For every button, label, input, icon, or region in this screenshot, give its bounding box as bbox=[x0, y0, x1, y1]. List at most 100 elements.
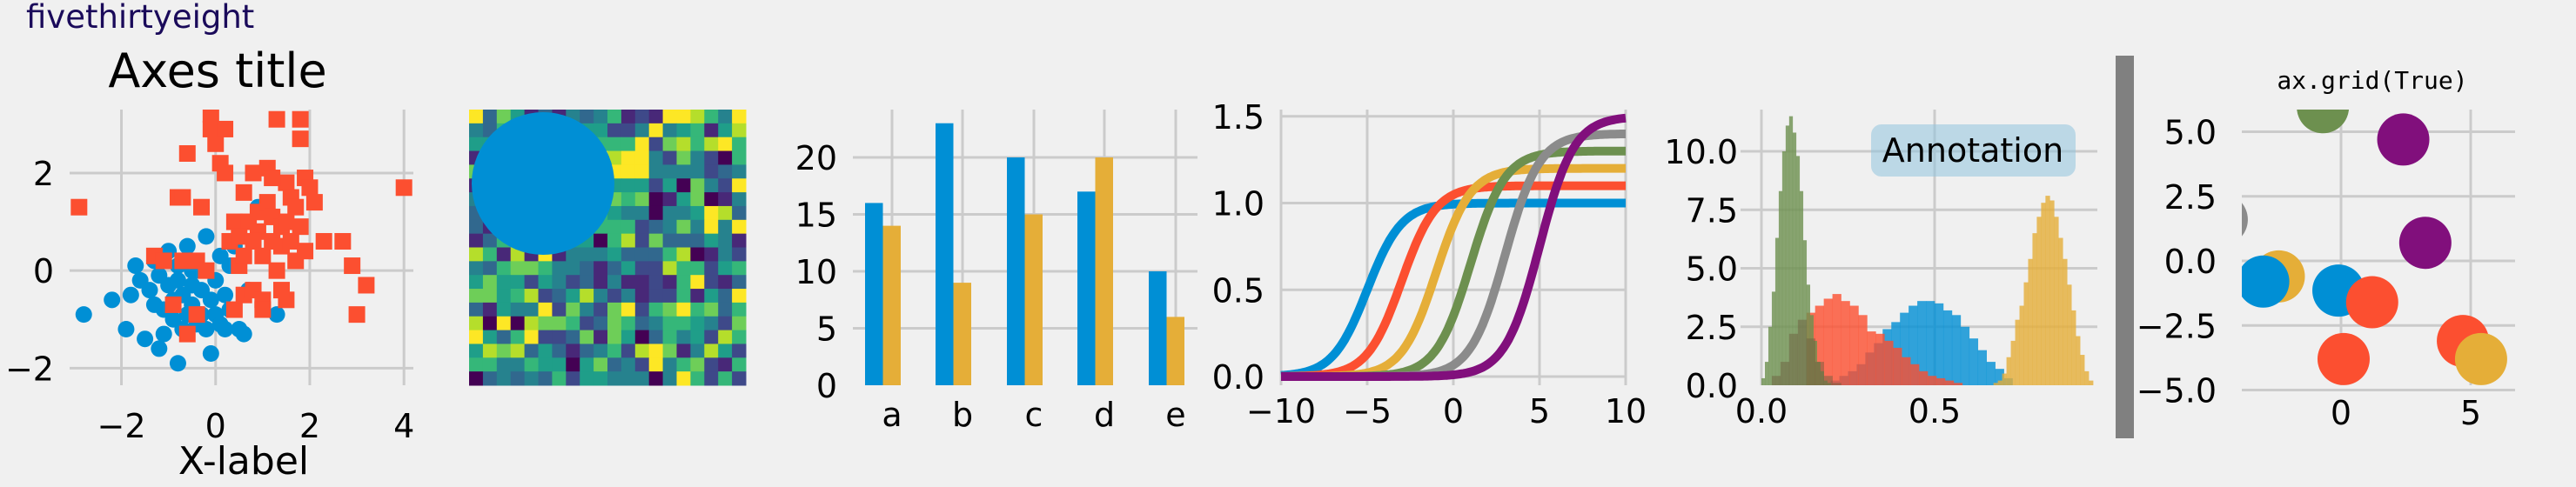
heatmap-cell bbox=[732, 371, 747, 386]
heatmap-cell bbox=[580, 344, 594, 358]
square-marker bbox=[258, 194, 276, 211]
heatmap-cell bbox=[648, 316, 664, 331]
heatmap-cell bbox=[676, 150, 691, 165]
heatmap-cell bbox=[634, 316, 650, 331]
circle-marker bbox=[127, 257, 144, 275]
x-tick-label: −2 bbox=[97, 407, 146, 445]
heatmap-cell bbox=[704, 233, 719, 248]
heatmap-cell bbox=[648, 357, 664, 372]
heatmap-cell bbox=[648, 261, 664, 276]
heatmap-cell bbox=[704, 192, 719, 207]
x-tick-label: 2 bbox=[299, 407, 320, 445]
heatmap-cell bbox=[732, 316, 747, 331]
heatmap-cell bbox=[469, 302, 484, 317]
heatmap-cell bbox=[538, 330, 553, 344]
histogram-bin bbox=[2019, 305, 2024, 385]
heatmap-cell bbox=[580, 289, 594, 304]
heatmap-cell bbox=[732, 289, 747, 304]
histogram-bin bbox=[1995, 369, 2004, 385]
heatmap-cell bbox=[648, 233, 664, 248]
heatmap-cell bbox=[621, 137, 636, 152]
square-marker bbox=[245, 232, 262, 250]
heatmap-cell bbox=[469, 357, 484, 372]
circle-marker bbox=[122, 286, 139, 304]
heatmap-cell bbox=[634, 164, 650, 179]
histogram-bin bbox=[1815, 362, 1824, 385]
y-tick-label: 2.5 bbox=[2164, 178, 2217, 217]
heatmap-cell bbox=[482, 330, 498, 344]
heatmap-cell bbox=[621, 316, 636, 331]
heatmap-cell bbox=[469, 275, 484, 290]
heatmap-cell bbox=[496, 275, 512, 290]
heatmap-image bbox=[469, 110, 747, 386]
heatmap-cell bbox=[662, 164, 677, 179]
heatmap-cell bbox=[538, 289, 553, 304]
histogram-bin bbox=[1997, 380, 2002, 385]
heatmap-cell bbox=[469, 137, 484, 152]
histogram-bin bbox=[1917, 301, 1927, 385]
heatmap-cell bbox=[594, 110, 608, 124]
square-marker bbox=[301, 179, 319, 197]
y-tick-label: 0.0 bbox=[1686, 367, 1738, 405]
heatmap-cell bbox=[704, 302, 719, 317]
heatmap-cell bbox=[621, 123, 636, 138]
y-tick-label: 15 bbox=[795, 197, 837, 235]
heatmap-cell bbox=[524, 316, 539, 331]
gray-separator-bar bbox=[2116, 56, 2134, 438]
square-marker bbox=[178, 144, 196, 162]
circle-marker bbox=[151, 340, 168, 357]
heatmap-cell bbox=[496, 289, 512, 304]
x-tick-label: −5 bbox=[1343, 392, 1392, 430]
histogram-bin bbox=[1823, 376, 1833, 385]
heatmap-cell bbox=[662, 219, 677, 235]
histogram-bin bbox=[1764, 362, 1769, 385]
heatmap-cell bbox=[662, 247, 677, 262]
heatmap-cell bbox=[469, 233, 484, 248]
heatmap-cell bbox=[704, 316, 719, 331]
bar bbox=[1149, 271, 1167, 385]
histogram-bin bbox=[1993, 383, 1998, 385]
heatmap-cell bbox=[634, 261, 650, 276]
heatmap-cell bbox=[524, 330, 539, 344]
histogram-bin bbox=[2080, 355, 2085, 385]
y-tick-label: 0.0 bbox=[1212, 358, 1265, 397]
heatmap-cell bbox=[732, 233, 747, 248]
heatmap-cell bbox=[538, 371, 553, 386]
square-marker bbox=[193, 198, 211, 216]
circle-points bbox=[2242, 110, 2507, 385]
heatmap-cell bbox=[648, 192, 664, 207]
heatmap-cell bbox=[621, 164, 636, 179]
heatmap-cell bbox=[690, 275, 705, 290]
square-marker bbox=[217, 120, 234, 137]
heatmap-cell bbox=[662, 233, 677, 248]
annotation-text: Annotation bbox=[1882, 131, 2063, 170]
histogram-bin bbox=[2032, 233, 2037, 385]
heatmap-cell bbox=[621, 110, 636, 124]
histogram-bin bbox=[2049, 200, 2055, 385]
bar bbox=[953, 283, 971, 385]
histogram-bin bbox=[2023, 282, 2029, 385]
heatmap-cell bbox=[676, 233, 691, 248]
heatmap-cell bbox=[634, 178, 650, 193]
x-tick-label: 5 bbox=[2460, 394, 2481, 432]
heatmap-cell bbox=[566, 289, 580, 304]
histogram-bin bbox=[1951, 315, 1962, 385]
square-marker bbox=[348, 306, 366, 324]
histogram-bin bbox=[1792, 132, 1797, 386]
heatmap-cell bbox=[676, 261, 691, 276]
heatmap-cell bbox=[690, 302, 705, 317]
heatmap-cell bbox=[634, 371, 650, 386]
heatmap-cell bbox=[704, 275, 719, 290]
square-marker bbox=[225, 213, 243, 230]
heatmap-cell bbox=[552, 302, 567, 317]
y-tick-label: 5.0 bbox=[1686, 250, 1738, 289]
heatmap-cell bbox=[690, 330, 705, 344]
circle-marker bbox=[104, 291, 121, 309]
heatmap-cell bbox=[732, 219, 747, 235]
histogram-bin bbox=[1781, 151, 1787, 385]
heatmap-cell bbox=[704, 261, 719, 276]
heatmap-cell bbox=[690, 192, 705, 207]
heatmap-cell bbox=[718, 330, 733, 344]
square-marker bbox=[315, 232, 332, 250]
heatmap-cell bbox=[552, 371, 567, 386]
